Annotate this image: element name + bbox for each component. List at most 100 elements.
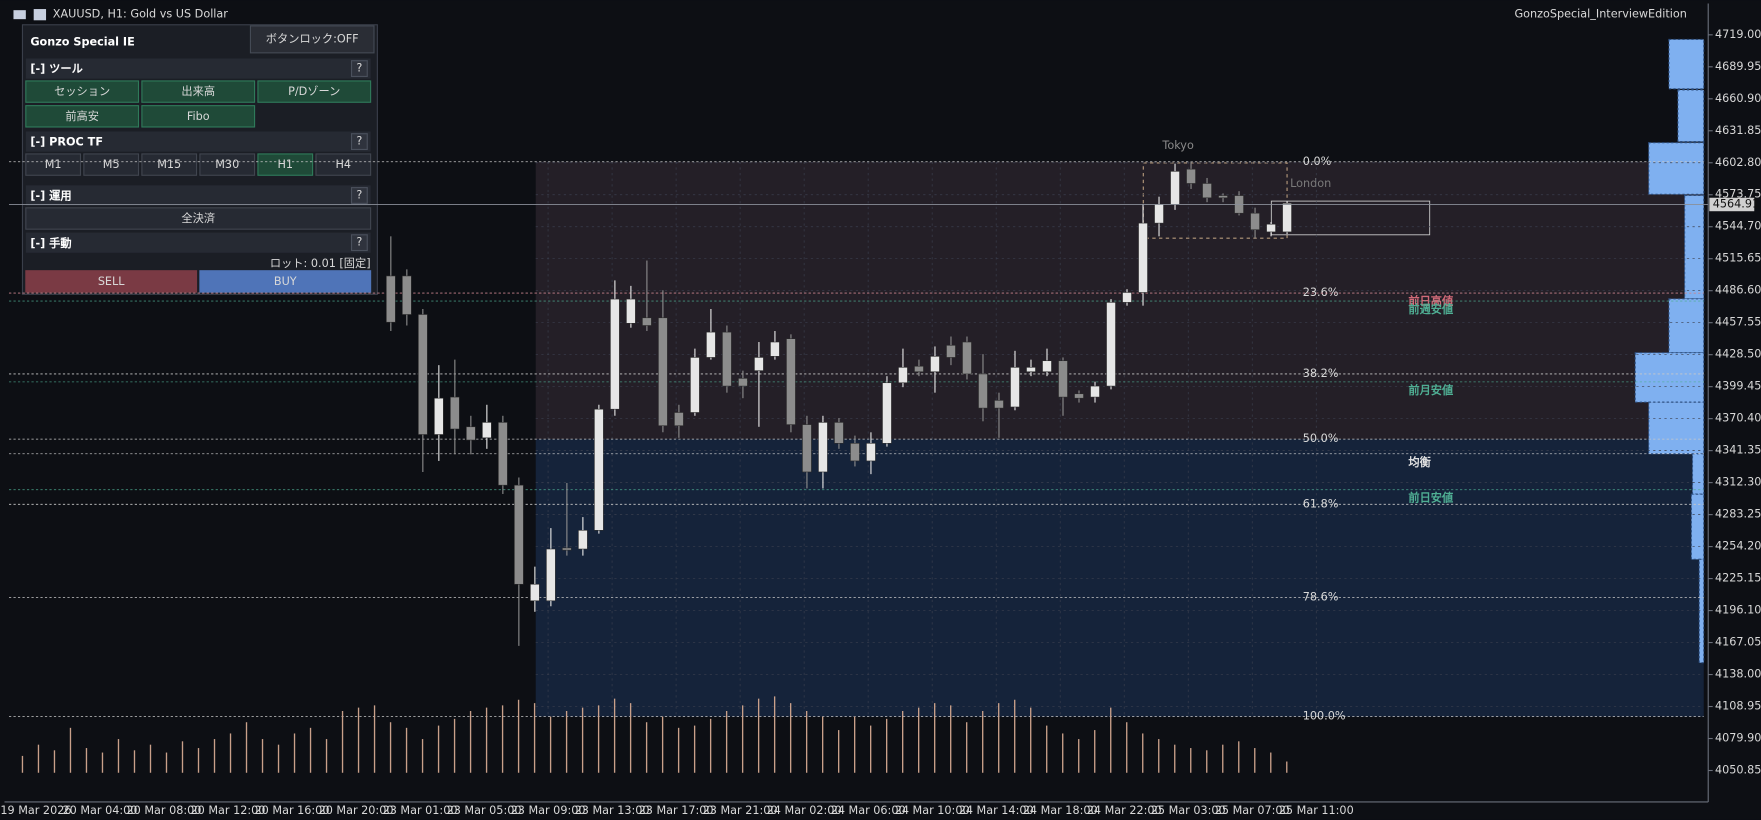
panel-button[interactable]	[25, 80, 140, 103]
candle-body	[898, 367, 908, 384]
candle-body	[434, 397, 444, 435]
candle-body	[482, 422, 492, 439]
panel-button[interactable]	[257, 80, 372, 103]
level-label: 均衡	[1408, 455, 1430, 469]
panel-button[interactable]	[25, 105, 140, 128]
panel-button[interactable]	[257, 153, 314, 176]
panel-button-label[interactable]: H4	[336, 158, 352, 171]
y-tick-label: 4283.25	[1715, 508, 1761, 521]
y-tick-label: 4660.90	[1715, 92, 1761, 105]
candle-body	[834, 422, 844, 444]
candle-body	[1074, 393, 1084, 399]
panel-button[interactable]	[25, 270, 198, 293]
y-tick-label: 4719.00	[1715, 28, 1761, 41]
candle-body	[1170, 171, 1180, 205]
fibo-label: 23.6%	[1303, 286, 1339, 299]
candle-body	[658, 317, 668, 426]
panel-button[interactable]	[199, 270, 372, 293]
y-tick-label: 4486.60	[1715, 284, 1761, 297]
candle-body	[498, 422, 508, 486]
discount-zone	[535, 439, 1704, 717]
panel-button-label[interactable]: Fibo	[187, 110, 210, 123]
help-button[interactable]	[350, 234, 368, 252]
panel-button[interactable]	[141, 80, 256, 103]
candle-body	[1122, 292, 1132, 303]
panel-button-label[interactable]: P/Dゾーン	[288, 85, 340, 98]
y-tick-label: 4138.00	[1715, 668, 1761, 681]
candle-body	[1138, 222, 1148, 293]
panel-button[interactable]	[83, 153, 140, 176]
candle-body	[818, 422, 828, 473]
panel-button-label[interactable]: セッション	[54, 85, 110, 98]
panel-button[interactable]	[25, 153, 82, 176]
session-label: London	[1290, 177, 1331, 190]
candle-body	[674, 412, 684, 426]
panel-button-label[interactable]: 前高安	[65, 109, 99, 123]
fibo-label: 0.0%	[1303, 155, 1332, 168]
panel-button[interactable]	[315, 153, 372, 176]
candle-body	[722, 331, 732, 387]
panel-button-label[interactable]: 全決済	[181, 211, 215, 225]
icon	[13, 10, 26, 20]
x-tick-label: 20 Mar 12:00	[191, 804, 266, 817]
tokyo-box	[1142, 162, 1288, 239]
fibo-label: 100.0%	[1303, 710, 1346, 723]
candle-body	[978, 373, 988, 409]
x-tick-label: 23 Mar 09:00	[511, 804, 586, 817]
candle-body	[706, 331, 716, 358]
indicator-name: GonzoSpecial_InterviewEdition	[1514, 8, 1686, 21]
candle-body	[962, 341, 972, 375]
section-header	[25, 58, 371, 79]
candle-body	[1266, 223, 1276, 233]
x-tick-label: 23 Mar 01:00	[383, 804, 458, 817]
candle-body	[562, 547, 572, 551]
y-tick-label: 4079.90	[1715, 732, 1761, 745]
candle-body	[1154, 204, 1164, 224]
y-tick-label: 4573.75	[1715, 188, 1761, 201]
volume-profile	[1634, 38, 1705, 664]
candle-body	[1010, 367, 1020, 408]
panel-button-label[interactable]: M1	[45, 158, 62, 171]
y-tick-label: 4544.70	[1715, 220, 1761, 233]
panel-button-label[interactable]: H1	[277, 158, 293, 171]
panel-button-label[interactable]: SELL	[98, 275, 125, 288]
help-label[interactable]: ?	[356, 62, 362, 75]
panel-button[interactable]	[25, 207, 372, 230]
x-tick-label: 24 Mar 06:00	[831, 804, 906, 817]
help-button[interactable]	[350, 133, 368, 151]
candle-body	[1058, 360, 1068, 398]
help-label[interactable]: ?	[356, 135, 362, 148]
panel-button-label[interactable]: 出来高	[181, 84, 215, 98]
lock-button-label[interactable]: ボタンロック:OFF	[266, 32, 359, 45]
current-price-box	[1709, 197, 1755, 212]
candle-body	[1026, 367, 1036, 373]
panel-button-label[interactable]: BUY	[274, 275, 297, 288]
candle-body	[914, 365, 924, 373]
panel-button-label[interactable]: M30	[215, 158, 239, 171]
help-button[interactable]	[350, 60, 368, 78]
fibo-label: 38.2%	[1303, 367, 1339, 380]
section-header	[25, 131, 371, 152]
candle-body	[1202, 183, 1212, 199]
help-label[interactable]: ?	[356, 236, 362, 249]
fibo-label: 61.8%	[1303, 497, 1339, 510]
premium-zone	[535, 161, 1704, 440]
candle-body	[578, 530, 588, 550]
candle-body	[418, 314, 428, 435]
x-tick-label: 25 Mar 11:00	[1279, 804, 1354, 817]
current-price-label: 4564.91	[1713, 197, 1759, 210]
panel-button[interactable]	[141, 153, 198, 176]
candle-body	[450, 396, 460, 430]
panel-button[interactable]	[141, 105, 256, 128]
help-button[interactable]	[350, 187, 368, 204]
level-label: 前日安値	[1408, 491, 1453, 505]
panel-button-label[interactable]: M15	[157, 158, 181, 171]
x-tick-label: 20 Mar 08:00	[127, 804, 202, 817]
help-label[interactable]: ?	[356, 188, 362, 201]
lock-button[interactable]	[249, 25, 375, 54]
y-tick-label: 4108.95	[1715, 700, 1761, 713]
x-tick-label: 23 Mar 17:00	[639, 804, 714, 817]
candle-body	[1106, 302, 1116, 387]
panel-button[interactable]	[199, 153, 256, 176]
panel-button-label[interactable]: M5	[103, 158, 120, 171]
